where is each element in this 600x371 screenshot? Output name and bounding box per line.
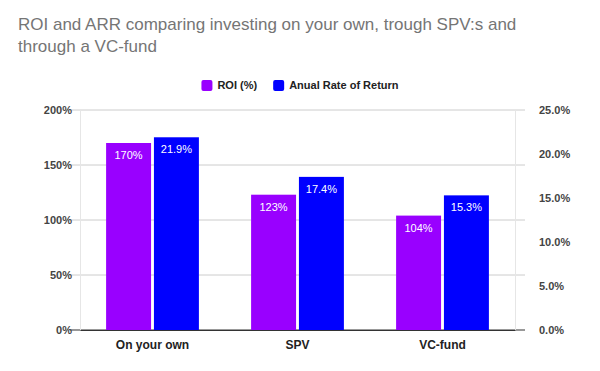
y2-tick: 10.0% (515, 236, 570, 248)
data-label: 17.4% (306, 183, 337, 195)
title-line: through a VC-fund (18, 37, 157, 56)
title-line: ROI and ARR comparing investing on your … (18, 15, 516, 34)
y-tick-label: 0% (56, 324, 72, 336)
y-tick: 150% (44, 159, 80, 171)
y-axis: 0% 50% 100% 150% 200% (44, 104, 81, 336)
x-axis: On your own SPV VC-fund (81, 330, 516, 352)
background (0, 0, 600, 371)
y2-axis: 0.0% 5.0% 10.0% 15.0% 20.0% 25.0% (515, 104, 570, 336)
y2-tick: 25.0% (515, 104, 570, 116)
data-label: 170% (115, 149, 143, 161)
legend-item: Anual Rate of Return (273, 79, 399, 91)
y2-tick: 15.0% (515, 192, 570, 204)
legend-item: ROI (%) (201, 79, 257, 91)
y-tick: 0% (56, 324, 80, 336)
y2-tick-label: 0.0% (539, 324, 564, 336)
y2-tick-label: 25.0% (539, 104, 570, 116)
x-axis-line (81, 330, 516, 331)
y2-tick-label: 10.0% (539, 236, 570, 248)
y2-tick: 20.0% (515, 148, 570, 160)
bar (154, 137, 199, 330)
bars (106, 137, 489, 330)
data-label: 104% (405, 222, 433, 234)
legend-label: Anual Rate of Return (289, 79, 399, 91)
y-tick-label: 50% (50, 269, 72, 281)
x-tick: VC-fund (419, 330, 466, 352)
legend-swatch (273, 80, 284, 91)
y-tick: 50% (50, 269, 80, 281)
x-tick-label: VC-fund (419, 338, 466, 352)
y-tick-label: 150% (44, 159, 72, 171)
data-label: 21.9% (161, 143, 192, 155)
data-label: 123% (260, 201, 288, 213)
y-tick-label: 200% (44, 104, 72, 116)
y-tick-label: 100% (44, 214, 72, 226)
x-tick-label: On your own (116, 338, 189, 352)
grid (70, 110, 525, 330)
bar (396, 216, 441, 330)
y2-tick: 5.0% (515, 280, 564, 292)
y-tick: 200% (44, 104, 80, 116)
grid-line (70, 110, 525, 111)
data-labels: 170% 123% 104% 21.9% 17.4% 15.3% (115, 143, 483, 233)
x-tick: On your own (116, 330, 189, 352)
y2-tick-label: 20.0% (539, 148, 570, 160)
legend: ROI (%) Anual Rate of Return (201, 79, 398, 91)
bar (106, 143, 151, 330)
y2-tick-label: 5.0% (539, 280, 564, 292)
bar (251, 195, 296, 330)
bar (444, 195, 489, 330)
legend-label: ROI (%) (217, 79, 257, 91)
y2-tick-label: 15.0% (539, 192, 570, 204)
y-tick: 100% (44, 214, 80, 226)
bar (299, 177, 344, 330)
y2-axis-line (515, 111, 516, 331)
legend-swatch (201, 80, 212, 91)
x-tick-label: SPV (285, 338, 309, 352)
chart: ROI and ARR comparing investing on your … (0, 0, 600, 371)
data-label: 15.3% (451, 201, 482, 213)
y-axis-line (80, 111, 81, 331)
title: ROI and ARR comparing investing on your … (18, 15, 516, 56)
x-tick: SPV (285, 330, 309, 352)
y2-tick: 0.0% (515, 324, 564, 336)
